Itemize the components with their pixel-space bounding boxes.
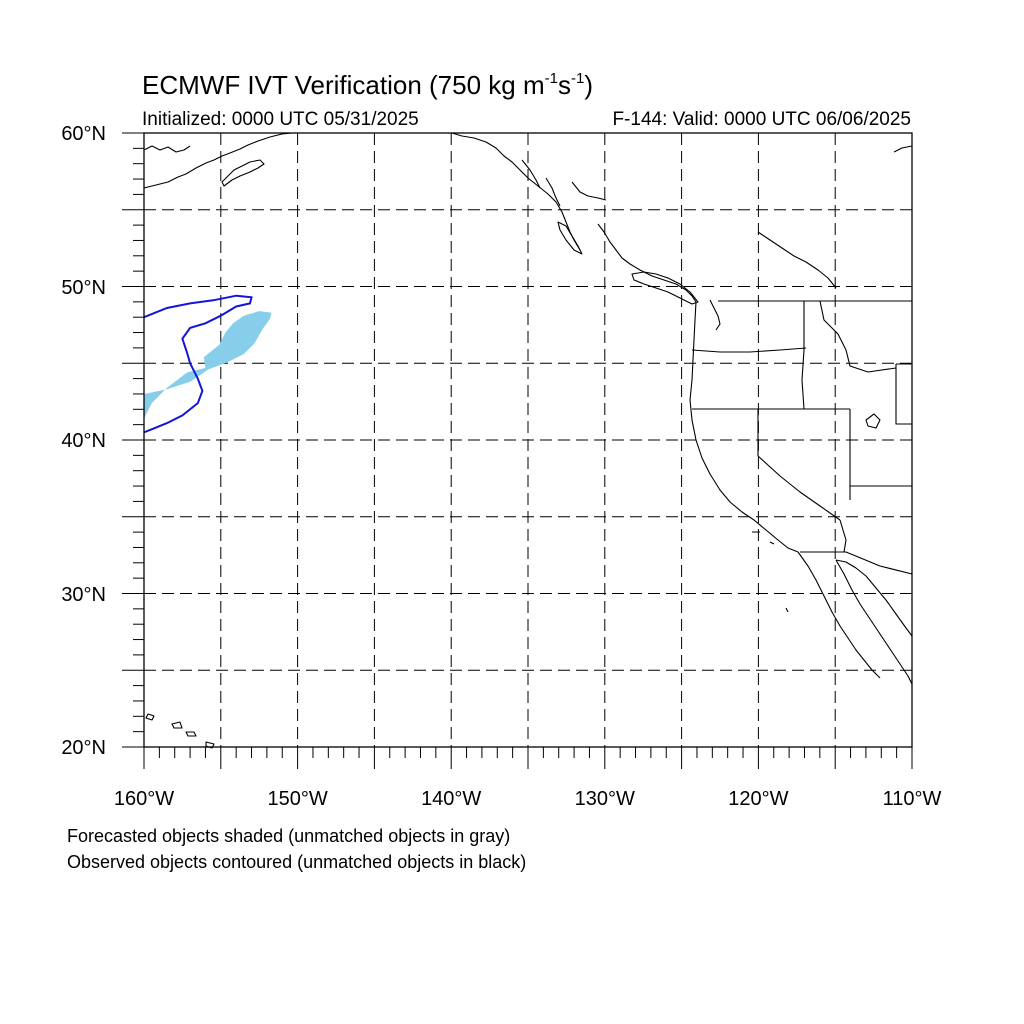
arizona-border bbox=[800, 485, 913, 575]
idaho-montana-border bbox=[819, 300, 897, 373]
hawaii-oahu bbox=[185, 731, 197, 737]
lon-label-110w: 110°W bbox=[883, 788, 942, 810]
lon-label-120w: 120°W bbox=[728, 788, 788, 810]
hawaii-kauai bbox=[205, 741, 215, 749]
washington-oregon-border bbox=[691, 347, 807, 353]
haida-gwaii bbox=[557, 221, 583, 255]
puget-sound bbox=[709, 299, 721, 331]
observed-object-contour bbox=[143, 294, 253, 434]
lat-label-60: 60°N bbox=[61, 123, 106, 145]
observed-legend-note: Observed objects contoured (unmatched ob… bbox=[67, 852, 527, 872]
figure-title: ECMWF IVT Verification (750 kg m-1s-1) bbox=[142, 70, 593, 100]
california-nevada-border bbox=[757, 409, 841, 521]
vancouver-island bbox=[631, 271, 699, 305]
hudson-bay-coast bbox=[757, 231, 837, 289]
forecast-legend-note: Forecasted objects shaded (unmatched obj… bbox=[67, 826, 511, 846]
mexico-mainland-coast bbox=[835, 559, 913, 637]
kodiak-island bbox=[221, 159, 265, 187]
channel-islands bbox=[752, 531, 789, 613]
latitude-labels: 60°N 50°N 40°N 30°N 20°N bbox=[61, 123, 106, 759]
axis-ticks bbox=[122, 132, 913, 769]
southeast-alaska-islands bbox=[521, 159, 607, 207]
gulf-of-alaska-coast bbox=[451, 132, 581, 251]
valid-time-label: F-144: Valid: 0000 UTC 06/06/2025 bbox=[612, 109, 911, 130]
us-west-coast bbox=[689, 301, 799, 553]
hawaii-maui bbox=[171, 721, 183, 729]
lon-label-130w: 130°W bbox=[575, 788, 635, 810]
hawaii-big-island bbox=[145, 713, 155, 721]
lat-label-40: 40°N bbox=[61, 430, 106, 452]
lon-label-160w: 160°W bbox=[114, 788, 174, 810]
map-frame bbox=[143, 132, 913, 748]
gulf-of-california-coast bbox=[835, 559, 913, 685]
lat-label-20: 20°N bbox=[61, 737, 106, 759]
utah-wyoming-border bbox=[895, 363, 912, 425]
alaska-peninsula-coast bbox=[143, 132, 293, 189]
lon-label-140w: 140°W bbox=[421, 788, 481, 810]
graticule bbox=[144, 133, 912, 747]
northeast-coast bbox=[893, 145, 913, 153]
idaho-west-border bbox=[801, 301, 805, 410]
forecast-object-shaded bbox=[144, 311, 272, 419]
lat-label-30: 30°N bbox=[61, 584, 106, 606]
great-salt-lake bbox=[865, 413, 881, 429]
coastlines-and-borders bbox=[143, 132, 913, 749]
baja-california-west-coast bbox=[797, 551, 881, 679]
longitude-labels: 160°W 150°W 140°W 130°W 120°W 110°W bbox=[114, 788, 942, 810]
bc-coast bbox=[597, 223, 697, 303]
lon-label-150w: 150°W bbox=[267, 788, 327, 810]
initialized-label: Initialized: 0000 UTC 05/31/2025 bbox=[142, 109, 419, 130]
lat-label-50: 50°N bbox=[61, 277, 106, 299]
